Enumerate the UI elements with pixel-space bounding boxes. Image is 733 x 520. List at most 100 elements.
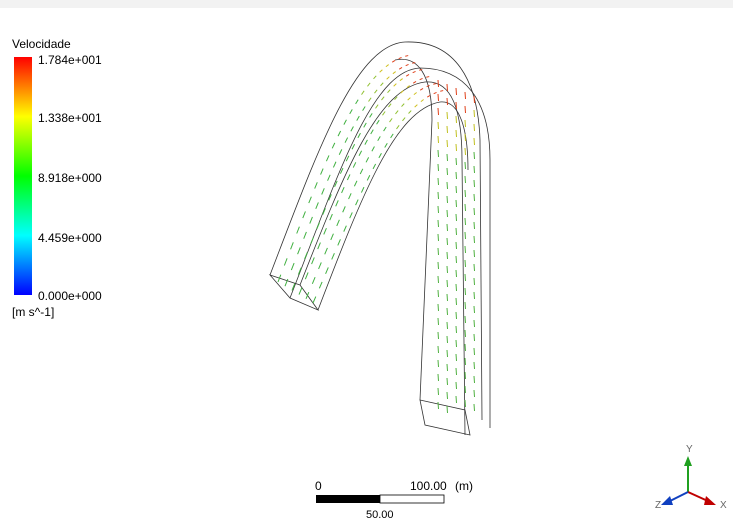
vector — [362, 91, 365, 95]
vector — [297, 227, 300, 234]
vector — [385, 143, 388, 147]
vector — [345, 138, 348, 143]
vector — [438, 346, 439, 353]
vector — [465, 302, 466, 309]
vector — [474, 264, 475, 271]
vector — [377, 120, 380, 124]
vector — [447, 238, 448, 245]
vector — [343, 206, 346, 212]
vector — [456, 228, 457, 235]
vector — [426, 77, 429, 78]
vector — [438, 150, 439, 157]
vector — [456, 312, 457, 319]
vector — [350, 212, 353, 218]
vector — [447, 84, 448, 91]
outline — [270, 42, 482, 420]
vector — [402, 104, 405, 107]
axis-label: Y — [686, 444, 693, 455]
vector — [456, 298, 457, 305]
scale-label: 100.00 — [410, 479, 447, 493]
vectors — [278, 56, 475, 413]
vector — [391, 134, 394, 138]
vector — [456, 200, 457, 207]
vector — [456, 242, 457, 249]
vector — [304, 232, 307, 239]
vector — [438, 304, 439, 311]
axis-triad: Y X Z — [655, 444, 727, 511]
vector — [386, 65, 389, 67]
vector — [456, 88, 457, 95]
vector — [349, 193, 352, 199]
vector — [456, 256, 457, 263]
vector — [456, 144, 457, 151]
vector — [361, 187, 364, 192]
vector — [438, 220, 439, 227]
vector — [447, 98, 448, 105]
vector — [447, 210, 448, 217]
vector — [474, 334, 475, 341]
vector — [381, 83, 384, 86]
vector — [438, 94, 439, 101]
vector — [367, 175, 370, 180]
vector — [305, 252, 308, 259]
scale-bar: 0 100.00 (m) 50.00 — [315, 479, 473, 520]
vector — [438, 234, 439, 241]
legend: Velocidade 1.784e+001 1.338e+001 8.918e+… — [12, 37, 102, 319]
arrowhead — [661, 496, 673, 505]
vector — [351, 126, 354, 131]
vector — [438, 80, 439, 87]
vector — [415, 105, 418, 108]
vector — [465, 344, 466, 351]
vector — [447, 308, 448, 315]
vector — [447, 126, 448, 133]
vector — [374, 90, 377, 93]
vector — [394, 84, 397, 87]
vector — [316, 202, 319, 208]
vector — [338, 131, 341, 136]
vector — [438, 332, 439, 339]
vector — [438, 402, 439, 409]
vector — [447, 322, 448, 329]
axis-label: X — [720, 500, 727, 511]
vector — [456, 340, 457, 347]
vector — [344, 226, 347, 232]
vector — [353, 162, 356, 167]
vector — [390, 118, 393, 122]
vector — [440, 91, 443, 92]
scale-label: 50.00 — [366, 509, 394, 520]
vector — [456, 368, 457, 375]
vector — [447, 168, 448, 175]
vector — [376, 105, 379, 109]
vector — [332, 253, 335, 259]
vector — [399, 57, 402, 58]
vector — [474, 208, 475, 215]
vector — [465, 232, 466, 239]
vector — [372, 147, 375, 152]
vector — [414, 93, 417, 95]
vector — [284, 258, 287, 265]
vector — [474, 138, 475, 145]
vector — [465, 386, 466, 393]
vector — [465, 358, 466, 365]
vector — [474, 180, 475, 187]
vector — [312, 257, 315, 264]
vector — [438, 122, 439, 129]
vector — [438, 136, 439, 143]
vector — [387, 77, 390, 80]
vector — [384, 127, 387, 131]
vector — [354, 181, 357, 186]
vector — [474, 124, 475, 131]
vector — [438, 318, 439, 325]
vector — [352, 144, 355, 149]
vector — [333, 162, 336, 168]
vector — [465, 148, 466, 155]
vector — [395, 111, 398, 114]
vector — [438, 178, 439, 185]
legend-label: 4.459e+000 — [38, 231, 102, 245]
vector — [474, 236, 475, 243]
viewport: Velocidade 1.784e+001 1.338e+001 8.918e+… — [0, 0, 733, 520]
vector — [305, 272, 308, 279]
vector — [447, 336, 448, 343]
vector — [366, 157, 369, 162]
scale-segment — [316, 495, 380, 503]
